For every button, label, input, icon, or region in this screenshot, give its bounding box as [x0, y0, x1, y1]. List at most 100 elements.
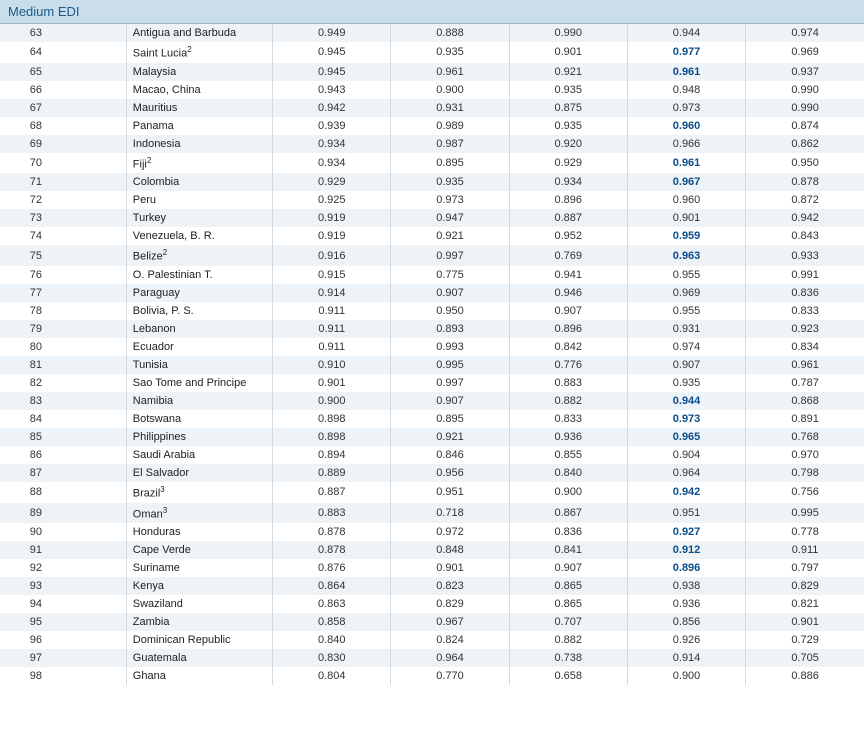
value-cell: 0.951	[627, 503, 745, 524]
value-cell: 0.935	[391, 42, 509, 63]
table-row: 82Sao Tome and Principe0.9010.9970.8830.…	[0, 374, 864, 392]
value-cell: 0.964	[391, 649, 509, 667]
value-cell: 0.874	[746, 117, 864, 135]
value-cell: 0.882	[509, 392, 627, 410]
country-cell: Paraguay	[126, 284, 272, 302]
table-row: 72Peru0.9250.9730.8960.9600.872	[0, 191, 864, 209]
value-cell: 0.910	[273, 356, 391, 374]
footnote-sup: 2	[163, 248, 167, 257]
value-cell: 0.658	[509, 667, 627, 685]
rank-cell: 85	[0, 428, 126, 446]
country-cell: Oman3	[126, 503, 272, 524]
value-cell: 0.921	[509, 63, 627, 81]
rank-cell: 84	[0, 410, 126, 428]
value-cell: 0.901	[627, 209, 745, 227]
value-cell: 0.995	[746, 503, 864, 524]
value-cell: 0.887	[273, 482, 391, 503]
value-cell: 0.863	[273, 595, 391, 613]
table-row: 79Lebanon0.9110.8930.8960.9310.923	[0, 320, 864, 338]
value-cell: 0.937	[746, 63, 864, 81]
value-cell: 0.997	[391, 245, 509, 266]
rank-cell: 92	[0, 559, 126, 577]
value-cell: 0.883	[509, 374, 627, 392]
table-row: 92Suriname0.8760.9010.9070.8960.797	[0, 559, 864, 577]
rank-cell: 75	[0, 245, 126, 266]
value-cell: 0.705	[746, 649, 864, 667]
table-row: 90Honduras0.8780.9720.8360.9270.778	[0, 523, 864, 541]
country-cell: Honduras	[126, 523, 272, 541]
value-cell: 0.964	[627, 464, 745, 482]
value-cell: 0.865	[509, 577, 627, 595]
rank-cell: 83	[0, 392, 126, 410]
value-cell: 0.778	[746, 523, 864, 541]
table-row: 69Indonesia0.9340.9870.9200.9660.862	[0, 135, 864, 153]
value-cell: 0.951	[391, 482, 509, 503]
rank-cell: 66	[0, 81, 126, 99]
value-cell: 0.843	[746, 227, 864, 245]
rank-cell: 77	[0, 284, 126, 302]
value-cell: 0.865	[509, 595, 627, 613]
value-cell: 0.911	[746, 541, 864, 559]
table-row: 88Brazil30.8870.9510.9000.9420.756	[0, 482, 864, 503]
country-cell: Sao Tome and Principe	[126, 374, 272, 392]
value-cell: 0.904	[627, 446, 745, 464]
value-cell: 0.955	[627, 302, 745, 320]
value-cell: 0.856	[627, 613, 745, 631]
footnote-sup: 2	[187, 45, 191, 54]
value-cell: 0.888	[391, 24, 509, 42]
value-cell: 0.965	[627, 428, 745, 446]
value-cell: 0.935	[509, 117, 627, 135]
country-cell: Zambia	[126, 613, 272, 631]
table-row: 77Paraguay0.9140.9070.9460.9690.836	[0, 284, 864, 302]
value-cell: 0.718	[391, 503, 509, 524]
table-row: 74Venezuela, B. R.0.9190.9210.9520.9590.…	[0, 227, 864, 245]
table-row: 65Malaysia0.9450.9610.9210.9610.937	[0, 63, 864, 81]
value-cell: 0.907	[627, 356, 745, 374]
value-cell: 0.972	[391, 523, 509, 541]
value-cell: 0.894	[273, 446, 391, 464]
value-cell: 0.914	[273, 284, 391, 302]
value-cell: 0.973	[627, 99, 745, 117]
country-cell: O. Palestinian T.	[126, 266, 272, 284]
value-cell: 0.916	[273, 245, 391, 266]
value-cell: 0.907	[391, 392, 509, 410]
table-row: 98Ghana0.8040.7700.6580.9000.886	[0, 667, 864, 685]
table-row: 84Botswana0.8980.8950.8330.9730.891	[0, 410, 864, 428]
table-row: 97Guatemala0.8300.9640.7380.9140.705	[0, 649, 864, 667]
table-row: 95Zambia0.8580.9670.7070.8560.901	[0, 613, 864, 631]
country-cell: Guatemala	[126, 649, 272, 667]
value-cell: 0.896	[509, 320, 627, 338]
footnote-sup: 2	[147, 156, 151, 165]
value-cell: 0.858	[273, 613, 391, 631]
value-cell: 0.756	[746, 482, 864, 503]
country-cell: Antigua and Barbuda	[126, 24, 272, 42]
value-cell: 0.944	[627, 392, 745, 410]
table-row: 86Saudi Arabia0.8940.8460.8550.9040.970	[0, 446, 864, 464]
table-row: 81Tunisia0.9100.9950.7760.9070.961	[0, 356, 864, 374]
value-cell: 0.990	[746, 81, 864, 99]
country-cell: Botswana	[126, 410, 272, 428]
value-cell: 0.911	[273, 320, 391, 338]
value-cell: 0.912	[627, 541, 745, 559]
value-cell: 0.929	[273, 173, 391, 191]
value-cell: 0.804	[273, 667, 391, 685]
rank-cell: 64	[0, 42, 126, 63]
value-cell: 0.935	[509, 81, 627, 99]
value-cell: 0.821	[746, 595, 864, 613]
value-cell: 0.882	[509, 631, 627, 649]
value-cell: 0.900	[273, 392, 391, 410]
table-row: 85Philippines0.8980.9210.9360.9650.768	[0, 428, 864, 446]
value-cell: 0.936	[627, 595, 745, 613]
value-cell: 0.990	[746, 99, 864, 117]
value-cell: 0.901	[509, 42, 627, 63]
value-cell: 0.993	[391, 338, 509, 356]
country-cell: Peru	[126, 191, 272, 209]
edi-table-body: 63Antigua and Barbuda0.9490.8880.9900.94…	[0, 24, 864, 685]
value-cell: 0.934	[273, 135, 391, 153]
value-cell: 0.833	[746, 302, 864, 320]
country-cell: Dominican Republic	[126, 631, 272, 649]
country-cell: Namibia	[126, 392, 272, 410]
rank-cell: 86	[0, 446, 126, 464]
value-cell: 0.787	[746, 374, 864, 392]
country-cell: Saint Lucia2	[126, 42, 272, 63]
